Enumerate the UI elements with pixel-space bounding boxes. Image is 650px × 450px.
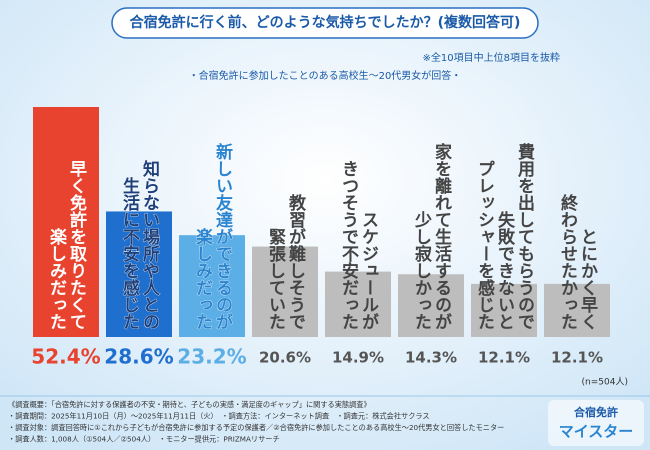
value-label: 28.6% [104,345,173,369]
category-label: 少し寂しかった [411,211,433,330]
category-label: スケジュールが [358,211,379,330]
category-label: 費用を出してもらうので [514,142,535,330]
value-label: 14.3% [405,349,457,367]
category-label: 終わらせたかった [557,193,578,330]
bar [179,235,245,337]
category-label: 新しい友達ができるのが [212,142,233,330]
category-label: 家を離れて生活するのが [431,142,452,330]
category-label: 失敗できないと [494,210,515,330]
value-label: 12.1% [551,349,603,367]
value-label: 23.2% [177,345,246,369]
value-label: 52.4% [31,345,100,369]
category-label: 教習が難しそうで [285,193,307,330]
value-label: 20.6% [259,349,311,367]
bar [398,274,464,337]
category-label: 生活に不安を感じた [119,176,140,330]
category-label: プレッシャーを感じた [474,160,495,330]
logo-top: 合宿免許 [574,405,618,419]
value-label: 12.1% [478,349,530,367]
logo-bottom: マイスター [559,423,634,441]
title-box [111,7,539,39]
bar [252,246,318,337]
logo-box [548,400,644,446]
bar [106,211,172,337]
chart-title: 合宿免許に行く前、どのような気持ちでしたか？(複数回答可) [130,14,521,31]
category-label: とにかく早く [577,228,598,330]
category-label: 楽しみだった [46,227,67,330]
category-label: きつそうで不安だった [338,160,359,330]
category-label: 緊張していた [265,228,286,330]
value-label: 14.9% [332,349,384,367]
bar [471,283,537,337]
bar [325,271,391,337]
subtitle: ・合宿免許に参加したことのある高校生〜20代男女が回答・ [189,69,462,82]
sample-note: (n=504人) [582,377,628,388]
survey-note: ・調査期間：2025年11月10日（月）〜2025年11月11日（火） ・調査方… [8,412,430,421]
bar [33,107,99,337]
survey-note: 《調査概要：「合宿免許に対する保護者の不安・期待と、子どもの実感・満足度のギャッ… [8,400,371,409]
note: ※全10項目中上位8項目を抜粋 [423,51,560,64]
category-label: 早く免許を取りたくて [66,160,87,330]
survey-note: ・調査人数：1,008人（①504人／②504人） ・モニター提供元：PRIZM… [8,435,280,444]
category-label: 楽しみだった [192,227,213,330]
category-label: 知らない場所や人との [139,159,161,330]
survey-note: ・調査対象：調査回答時に①これから子どもが合宿免許に参加する予定の保護者／②合宿… [8,423,504,432]
bar [544,283,610,337]
